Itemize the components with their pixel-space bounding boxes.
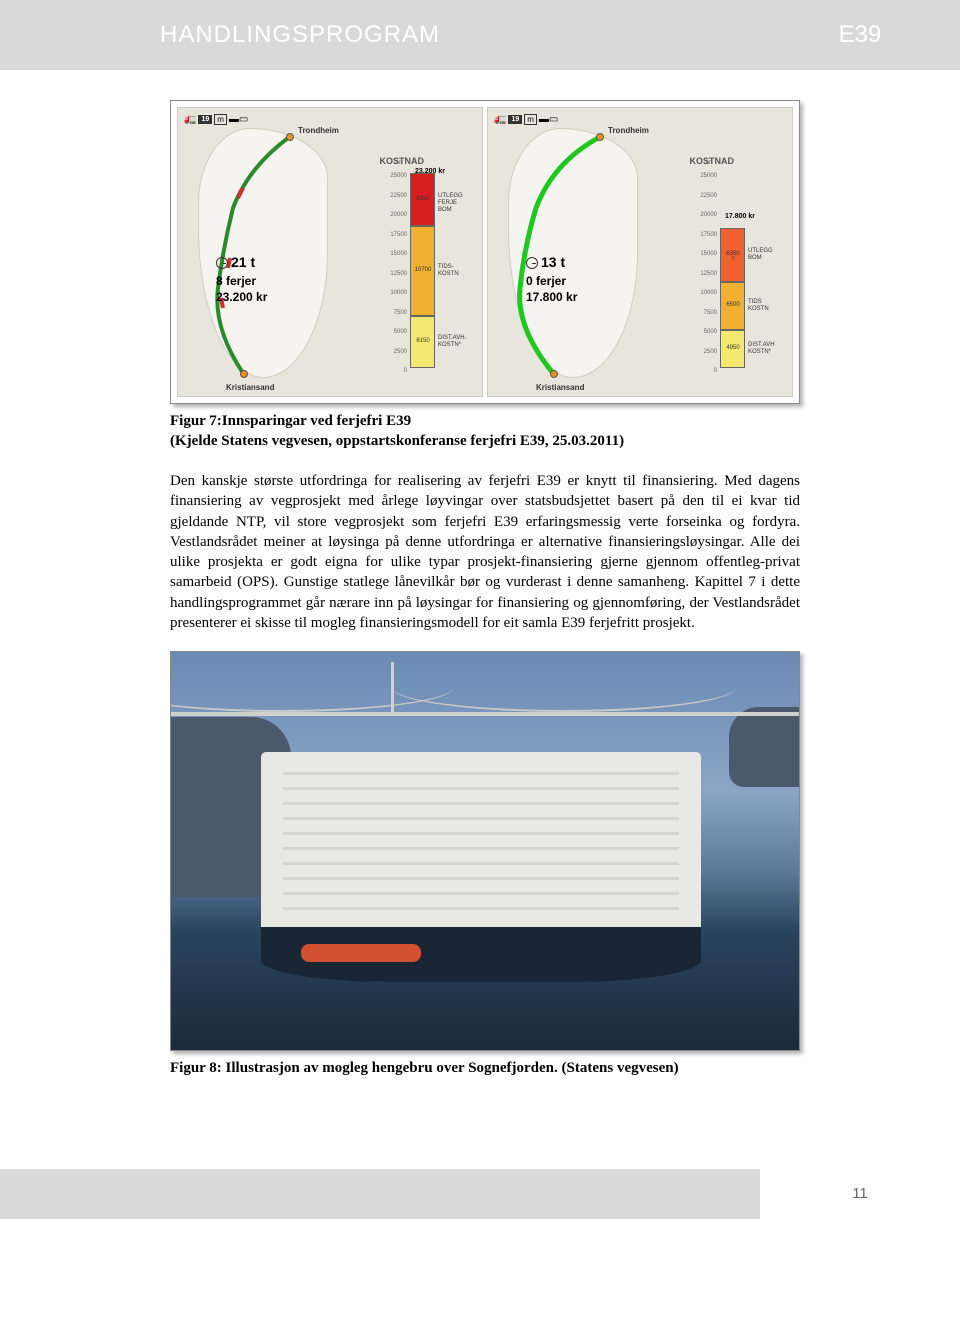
- stats-cost: 17.800 kr: [526, 289, 577, 306]
- bar-seg-label: DIST.AVH.KOSTN*: [438, 335, 466, 349]
- stats-left: 21 t 8 ferjer 23.200 kr: [216, 253, 267, 306]
- axis-tick: 10000: [385, 290, 407, 296]
- axis-tick: 25000: [695, 173, 717, 179]
- header-right: E39: [760, 0, 960, 70]
- city-dot-trondheim: [596, 133, 604, 141]
- stats-hours: 13 t: [526, 253, 577, 273]
- map-panel-right: 🚛 19 m ▬▭ Trondheim Kristiansand 13 t 0 …: [487, 107, 793, 397]
- bar-seg-label: TIDS-KOSTN: [438, 264, 459, 278]
- axis-tick: 25000: [385, 173, 407, 179]
- axis-unit: kr: [706, 160, 711, 166]
- stats-hours: 21 t: [216, 253, 267, 273]
- axis-tick: 0: [385, 368, 407, 374]
- city-label-kristiansand: Kristiansand: [536, 383, 584, 392]
- maps-row: 🚛 19 m ▬▭ Trondheim Kristiansand 21: [177, 107, 793, 397]
- bar-seg-label: TIDSKOSTN: [748, 299, 769, 313]
- bar-seg-value: 4950: [723, 345, 743, 351]
- bridge-cable-right: [391, 662, 736, 712]
- stats-cost: 23.200 kr: [216, 289, 267, 306]
- axis-tick: 15000: [695, 251, 717, 257]
- figure8-caption: Figur 8: Illustrasjon av mogleg hengebru…: [170, 1059, 800, 1079]
- bar-seg-label: UTLEGGBOM: [748, 248, 773, 262]
- bar-seg-value: 6150: [413, 338, 433, 344]
- axis-tick: 10000: [695, 290, 717, 296]
- city-label-trondheim: Trondheim: [298, 126, 339, 135]
- city-dot-kristiansand: [240, 370, 248, 378]
- axis-tick: 0: [695, 368, 717, 374]
- axis-tick: 17500: [695, 232, 717, 238]
- axis-tick: 12500: [695, 271, 717, 277]
- doc-code: E39: [839, 21, 882, 49]
- stats-right: 13 t 0 ferjer 17.800 kr: [526, 253, 577, 306]
- bar-seg-value: 6350?: [723, 251, 743, 263]
- axis-tick: 15000: [385, 251, 407, 257]
- stats-ferries: 0 ferjer: [526, 273, 577, 290]
- header-left: HANDLINGSPROGRAM: [0, 0, 760, 70]
- axis-unit: kr: [396, 160, 401, 166]
- cruise-ship: [261, 752, 701, 982]
- bar-seg-label: UTLEGGFERJEBOM: [438, 193, 463, 215]
- axis-tick: 20000: [695, 212, 717, 218]
- mountain-right: [729, 707, 799, 787]
- page-footer: 11: [0, 1169, 960, 1219]
- total-cost-right: 17.800 kr: [725, 213, 755, 220]
- bar-seg-value: 10700: [413, 267, 433, 273]
- figure8-box: [170, 651, 800, 1051]
- axis-tick: 22500: [385, 193, 407, 199]
- bridge-deck: [171, 712, 799, 716]
- doc-title: HANDLINGSPROGRAM: [160, 21, 440, 49]
- axis-tick: 20000: [385, 212, 407, 218]
- bar-seg-value: 6500: [723, 302, 743, 308]
- page-number: 11: [760, 1169, 960, 1219]
- bar-chart-right: 25000 22500 20000 17500 15000 12500 10000 7500 5…: [690, 168, 790, 368]
- city-label-trondheim: Trondheim: [608, 126, 649, 135]
- stats-ferries: 8 ferjer: [216, 273, 267, 290]
- map-panel-left: 🚛 19 m ▬▭ Trondheim Kristiansand 21: [177, 107, 483, 397]
- axis-tick: 7500: [385, 310, 407, 316]
- body-paragraph: Den kanskje største utfordringa for real…: [170, 471, 800, 633]
- axis-tick: 5000: [695, 329, 717, 335]
- city-dot-kristiansand: [550, 370, 558, 378]
- page-content: 🚛 19 m ▬▭ Trondheim Kristiansand 21: [0, 70, 960, 1139]
- axis-tick: 17500: [385, 232, 407, 238]
- page-header: HANDLINGSPROGRAM E39: [0, 0, 960, 70]
- figure7-caption: Figur 7:Innsparingar ved ferjefri E39 (K…: [170, 412, 800, 451]
- kostnad-label-left: KOSTNAD: [380, 156, 425, 166]
- axis-tick: 2500: [385, 349, 407, 355]
- axis-tick: 7500: [695, 310, 717, 316]
- footer-bar: [0, 1169, 760, 1219]
- axis-tick: 12500: [385, 271, 407, 277]
- figure7-box: 🚛 19 m ▬▭ Trondheim Kristiansand 21: [170, 100, 800, 404]
- bar-seg-label: DIST.AVHKOSTN*: [748, 342, 775, 356]
- clock-icon: [526, 257, 538, 269]
- city-dot-trondheim: [286, 133, 294, 141]
- clock-icon: [216, 257, 228, 269]
- city-label-kristiansand: Kristiansand: [226, 383, 274, 392]
- kostnad-label-right: KOSTNAD: [690, 156, 735, 166]
- axis-tick: 22500: [695, 193, 717, 199]
- bridge-tower: [391, 662, 394, 716]
- bar-seg-value: 6350: [413, 196, 433, 202]
- bar-chart-left: 25000 22500 20000 17500 15000 12500 10000 7500 5…: [380, 168, 480, 368]
- axis-tick: 5000: [385, 329, 407, 335]
- axis-tick: 2500: [695, 349, 717, 355]
